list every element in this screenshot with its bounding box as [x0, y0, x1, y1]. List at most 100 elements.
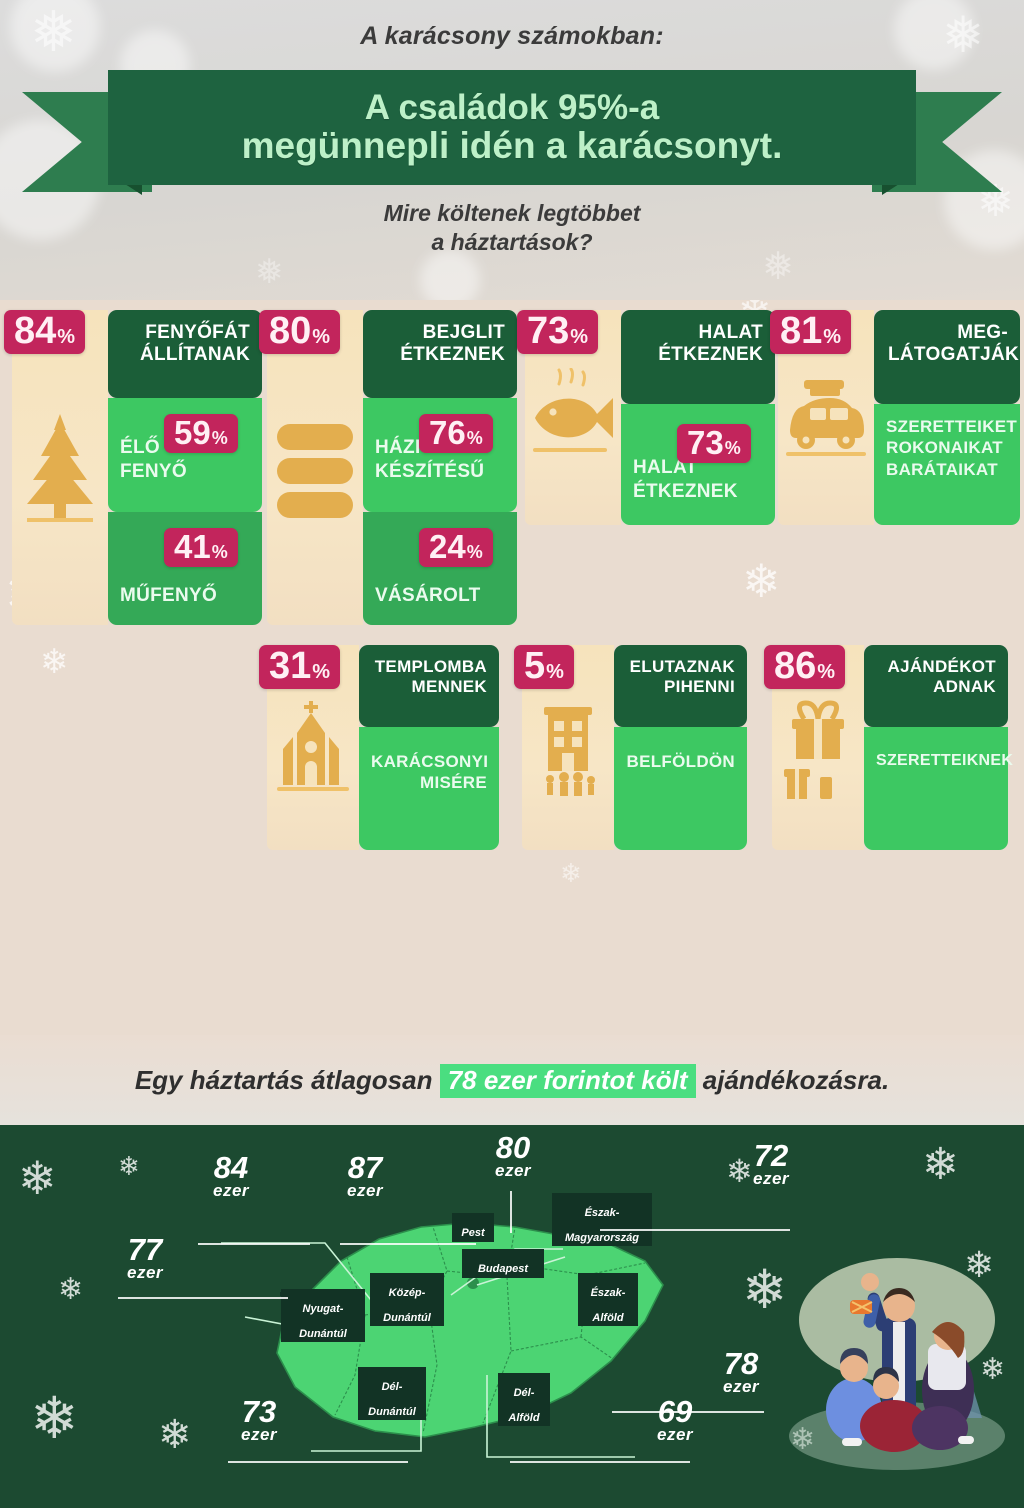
snowflake-icon: ❄	[40, 643, 69, 681]
bokeh-circle	[894, 0, 974, 70]
region-value-budapest: 80 ezer	[478, 1130, 548, 1180]
sub-percent-badge: 24 %	[419, 528, 493, 567]
leader-line	[510, 1461, 690, 1463]
main-percent-badge: 31 %	[259, 645, 341, 689]
stat-card-fish[interactable]: HALAT ÉTKEZNEK HALAT ÉTKEZNEK 73 % 73 %	[517, 310, 775, 525]
region-label-del-alfold: Dél- Alföld	[498, 1373, 550, 1427]
percent-symbol: %	[466, 428, 483, 448]
value-number: 84	[213, 1150, 249, 1185]
snowflake-icon: ❄	[742, 1260, 788, 1320]
region-label-line-2: Dunántúl	[383, 1311, 431, 1324]
region-label-del-dunantul: Dél- Dunántúl	[358, 1367, 426, 1421]
snowflake-icon: ❅	[762, 246, 794, 288]
percent-symbol: %	[466, 542, 483, 562]
leader-line	[510, 1191, 512, 1233]
card-body-line-2: MISÉRE	[420, 773, 487, 793]
main-percent-badge: 5 %	[514, 645, 574, 689]
card-header: HALAT ÉTKEZNEK	[621, 310, 775, 404]
bokeh-circle	[10, 0, 100, 72]
card-head-line-1: HALAT	[698, 322, 763, 343]
percent-value: 80	[269, 310, 312, 352]
value-unit: ezer	[126, 1263, 164, 1283]
card-body: BELFÖLDÖN	[614, 727, 747, 850]
snowflake-icon: ❄	[18, 1152, 57, 1204]
ribbon-body: A családok 95%-a megünnepli idén a karác…	[108, 70, 916, 185]
region-label-kozep-dunantul: Közép- Dunántúl	[370, 1273, 444, 1327]
card-body-line-1: SZERETTEIKNEK	[876, 752, 1014, 769]
card-head-line-1: MEG-	[957, 322, 1008, 343]
card-head-line-1: BEJGLIT	[422, 322, 505, 343]
spend-prefix: Egy háztartás átlagosan	[134, 1064, 440, 1095]
region-label-line-2: Alföld	[592, 1311, 624, 1324]
region-label-line-2: Dunántúl	[299, 1327, 347, 1340]
value-number: 87	[347, 1150, 383, 1185]
spend-sentence: Egy háztartás átlagosan 78 ezer forintot…	[134, 1063, 889, 1098]
percent-value: 24	[429, 528, 466, 565]
region-label-line-1: Dél-	[381, 1381, 403, 1394]
value-number: 73	[241, 1394, 277, 1429]
percent-value: 31	[269, 645, 312, 687]
region-label-line-2: Magyarország	[565, 1231, 639, 1244]
card-head-line-2: PIHENNI	[663, 677, 735, 697]
sub-label-line-1: VÁSÁROLT	[375, 584, 481, 606]
stat-card-travel[interactable]: ELUTAZNAK PIHENNI BELFÖLDÖN 5 %	[514, 645, 747, 850]
percent-symbol: %	[724, 438, 741, 458]
snowflake-icon: ❄	[742, 555, 781, 607]
card-head-line-2: ÉTKEZNEK	[658, 344, 763, 366]
card-head-line-2: LÁTOGATJÁK	[888, 344, 1020, 366]
ribbon-title-line-1: A családok 95%-a	[364, 87, 660, 127]
region-label-line-1: Budapest	[477, 1263, 529, 1276]
card-body-line-2: ROKONAIKAT	[886, 438, 1003, 458]
card-head-line-1: TEMPLOMBA	[374, 657, 487, 676]
value-number: 77	[127, 1232, 163, 1267]
leader-line	[600, 1229, 790, 1231]
sub-label-line-2: ÉTKEZNEK	[633, 480, 738, 502]
value-number: 72	[753, 1138, 789, 1173]
card-head-line-2: ÁLLÍTANAK	[140, 344, 250, 366]
main-percent-badge: 80 %	[259, 310, 341, 354]
card-header: TEMPLOMBA MENNEK	[359, 645, 499, 727]
percent-value: 73	[687, 424, 724, 461]
sub-percent-badge: 73 %	[677, 424, 751, 463]
percent-symbol: %	[546, 661, 564, 683]
percent-symbol: %	[570, 326, 589, 348]
stat-card-bejgli[interactable]: BEJGLIT ÉTKEZNEK HÁZI KÉSZÍTÉSŰ VÁSÁROLT…	[259, 310, 517, 625]
stat-card-church[interactable]: TEMPLOMBA MENNEK KARÁCSONYI MISÉRE 31 %	[259, 645, 499, 850]
stat-card-gifts[interactable]: AJÁNDÉKOT ADNAK SZERETTEIKNEK 86 %	[764, 645, 1014, 850]
percent-symbol: %	[57, 326, 76, 348]
value-unit: ezer	[346, 1181, 384, 1201]
region-label-line-1: Észak-	[584, 1207, 620, 1220]
region-value-kozep-dunantul: 84 ezer	[196, 1150, 266, 1200]
christmas-tree-icon	[27, 413, 93, 522]
stat-card-christmas-tree[interactable]: FENYŐFÁT ÁLLÍTANAK ÉLŐ FENYŐ MŰFENYŐ 84 …	[4, 310, 262, 625]
card-head-line-2: MENNEK	[411, 677, 487, 697]
main-percent-badge: 73 %	[517, 310, 599, 354]
card-body: KARÁCSONYI MISÉRE	[359, 727, 499, 850]
value-number: 80	[495, 1130, 531, 1165]
sub-label-line-1: HÁZI	[375, 437, 421, 458]
region-label-line-1: Nyugat-	[302, 1303, 344, 1316]
header-section: ❅ ❅ ❅ ❅ ❅ A karácsony számokban: A csalá…	[0, 0, 1024, 300]
snowflake-icon: ❄	[118, 1151, 140, 1181]
average-spend-banner: Egy háztartás átlagosan 78 ezer forintot…	[0, 1035, 1024, 1125]
statistics-section: ❄ ❄ ❄ ❄ ❄ ❄ FENYŐFÁT ÁLLÍTANAK ÉLŐ	[0, 300, 1024, 1035]
snowflake-icon: ❄	[560, 858, 582, 888]
gift-icon	[784, 699, 844, 799]
main-percent-badge: 86 %	[764, 645, 846, 689]
car-icon	[786, 379, 866, 456]
percent-symbol: %	[312, 326, 331, 348]
family-illustration	[789, 1258, 1005, 1470]
value-number: 78	[723, 1346, 759, 1381]
region-label-line-1: Észak-	[590, 1287, 626, 1300]
region-value-del-dunantul: 73 ezer	[224, 1394, 294, 1444]
percent-value: 76	[429, 414, 466, 451]
subquestion: Mire költenek legtöbbet a háztartások?	[0, 199, 1024, 257]
percent-value: 5	[524, 645, 546, 687]
snowflake-icon: ❄	[964, 1244, 995, 1285]
regional-map-section: ❄ ❄ ❄ ❄ ❄ ❄ ❄ ❄ ❄ ❄ ❄ Nyuga	[0, 1125, 1024, 1508]
snowflake-icon: ❄	[58, 1273, 84, 1306]
region-label-pest: Pest	[452, 1213, 494, 1242]
card-body: SZERETTEIKNEK	[864, 727, 1014, 850]
stat-card-visiting[interactable]: MEG- LÁTOGATJÁK SZERETTEIKET ROKONAIKAT …	[770, 310, 1020, 525]
leader-line	[340, 1243, 476, 1245]
